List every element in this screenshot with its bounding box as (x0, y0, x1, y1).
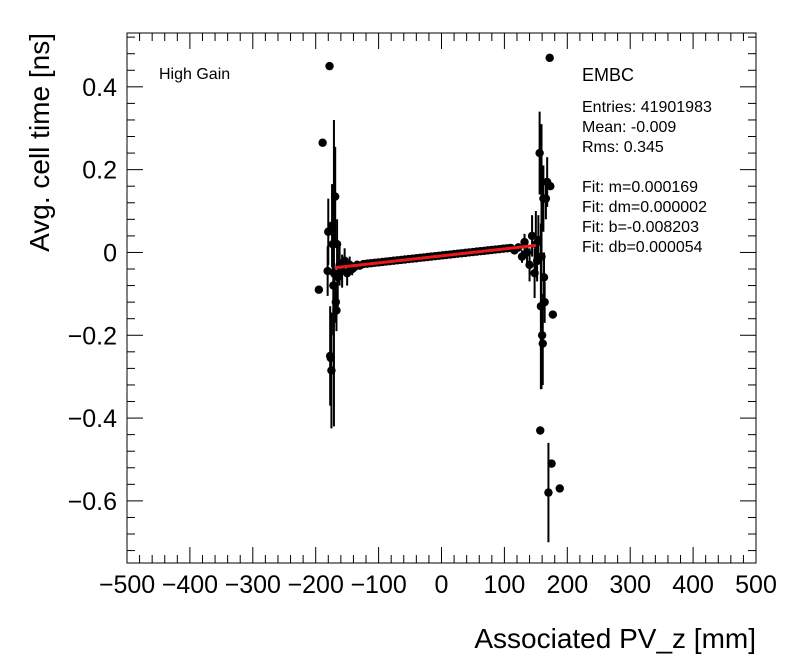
stats-line: Fit: dm=0.000002 (582, 199, 707, 216)
x-tick-label: −500 (99, 571, 155, 599)
x-tick-label: 100 (484, 571, 526, 599)
axis-ticks (126, 33, 757, 563)
x-tick-label: 300 (609, 571, 651, 599)
data-point (536, 426, 545, 435)
x-tick-label: 0 (435, 571, 449, 599)
data-point (540, 297, 549, 307)
x-tick-labels: −500 −400 −300 −200 −100 0 100 200 300 400 500 (99, 571, 777, 599)
fit-line (334, 243, 537, 270)
data-point (535, 148, 544, 158)
data-point (330, 192, 340, 201)
y-axis-title: Avg. cell time [ns] (24, 33, 55, 252)
stats-box: Entries: 41901983 Mean: -0.009 Rms: 0.345 F… (582, 98, 712, 258)
stats-line: Rms: 0.345 (582, 139, 664, 156)
fit-line-layer (334, 243, 537, 270)
data-point (318, 138, 327, 147)
y-tick-label: 0 (103, 239, 117, 267)
x-axis-title: Associated PV_z [mm] (474, 623, 756, 654)
data-point (555, 484, 564, 493)
stats-line: Mean: -0.009 (582, 119, 677, 136)
data-point (332, 306, 341, 315)
y-tick-label: −0.4 (68, 405, 117, 433)
stats-line (582, 158, 712, 178)
data-point (547, 459, 556, 468)
x-tick-label: 400 (672, 571, 714, 599)
data-point (539, 273, 549, 282)
y-tick-label: 0.2 (82, 157, 117, 185)
data-point (314, 285, 324, 294)
x-tick-label: 500 (735, 571, 777, 599)
data-point (527, 231, 537, 241)
y-tick-label: 0.4 (82, 74, 117, 102)
stats-line: Fit: db=0.000054 (582, 239, 703, 256)
stats-line: Fit: b=-0.008203 (582, 219, 699, 236)
x-tick-label: −300 (225, 571, 281, 599)
x-tick-label: 200 (546, 571, 588, 599)
data-point (324, 227, 333, 236)
y-tick-label: −0.6 (68, 488, 117, 516)
data-point (548, 310, 558, 319)
partition-label: EMBC (582, 65, 635, 85)
x-tick-label: −400 (162, 571, 218, 599)
stats-line: Entries: 41901983 (582, 99, 712, 116)
data-point (545, 53, 554, 63)
y-tick-label: −0.2 (68, 322, 117, 350)
data-point (538, 339, 547, 348)
x-tick-label: −100 (350, 571, 406, 599)
stats-line: Fit: m=0.000169 (582, 179, 699, 196)
data-points-layer (314, 53, 564, 543)
gain-label: High Gain (159, 66, 231, 83)
data-point (544, 488, 553, 497)
data-point (541, 194, 551, 203)
y-tick-labels: −0.6 −0.4 −0.2 0 0.2 0.4 (68, 74, 117, 516)
x-tick-label: −200 (288, 571, 344, 599)
data-point (546, 182, 555, 191)
data-point (325, 61, 334, 71)
data-point (525, 260, 534, 270)
